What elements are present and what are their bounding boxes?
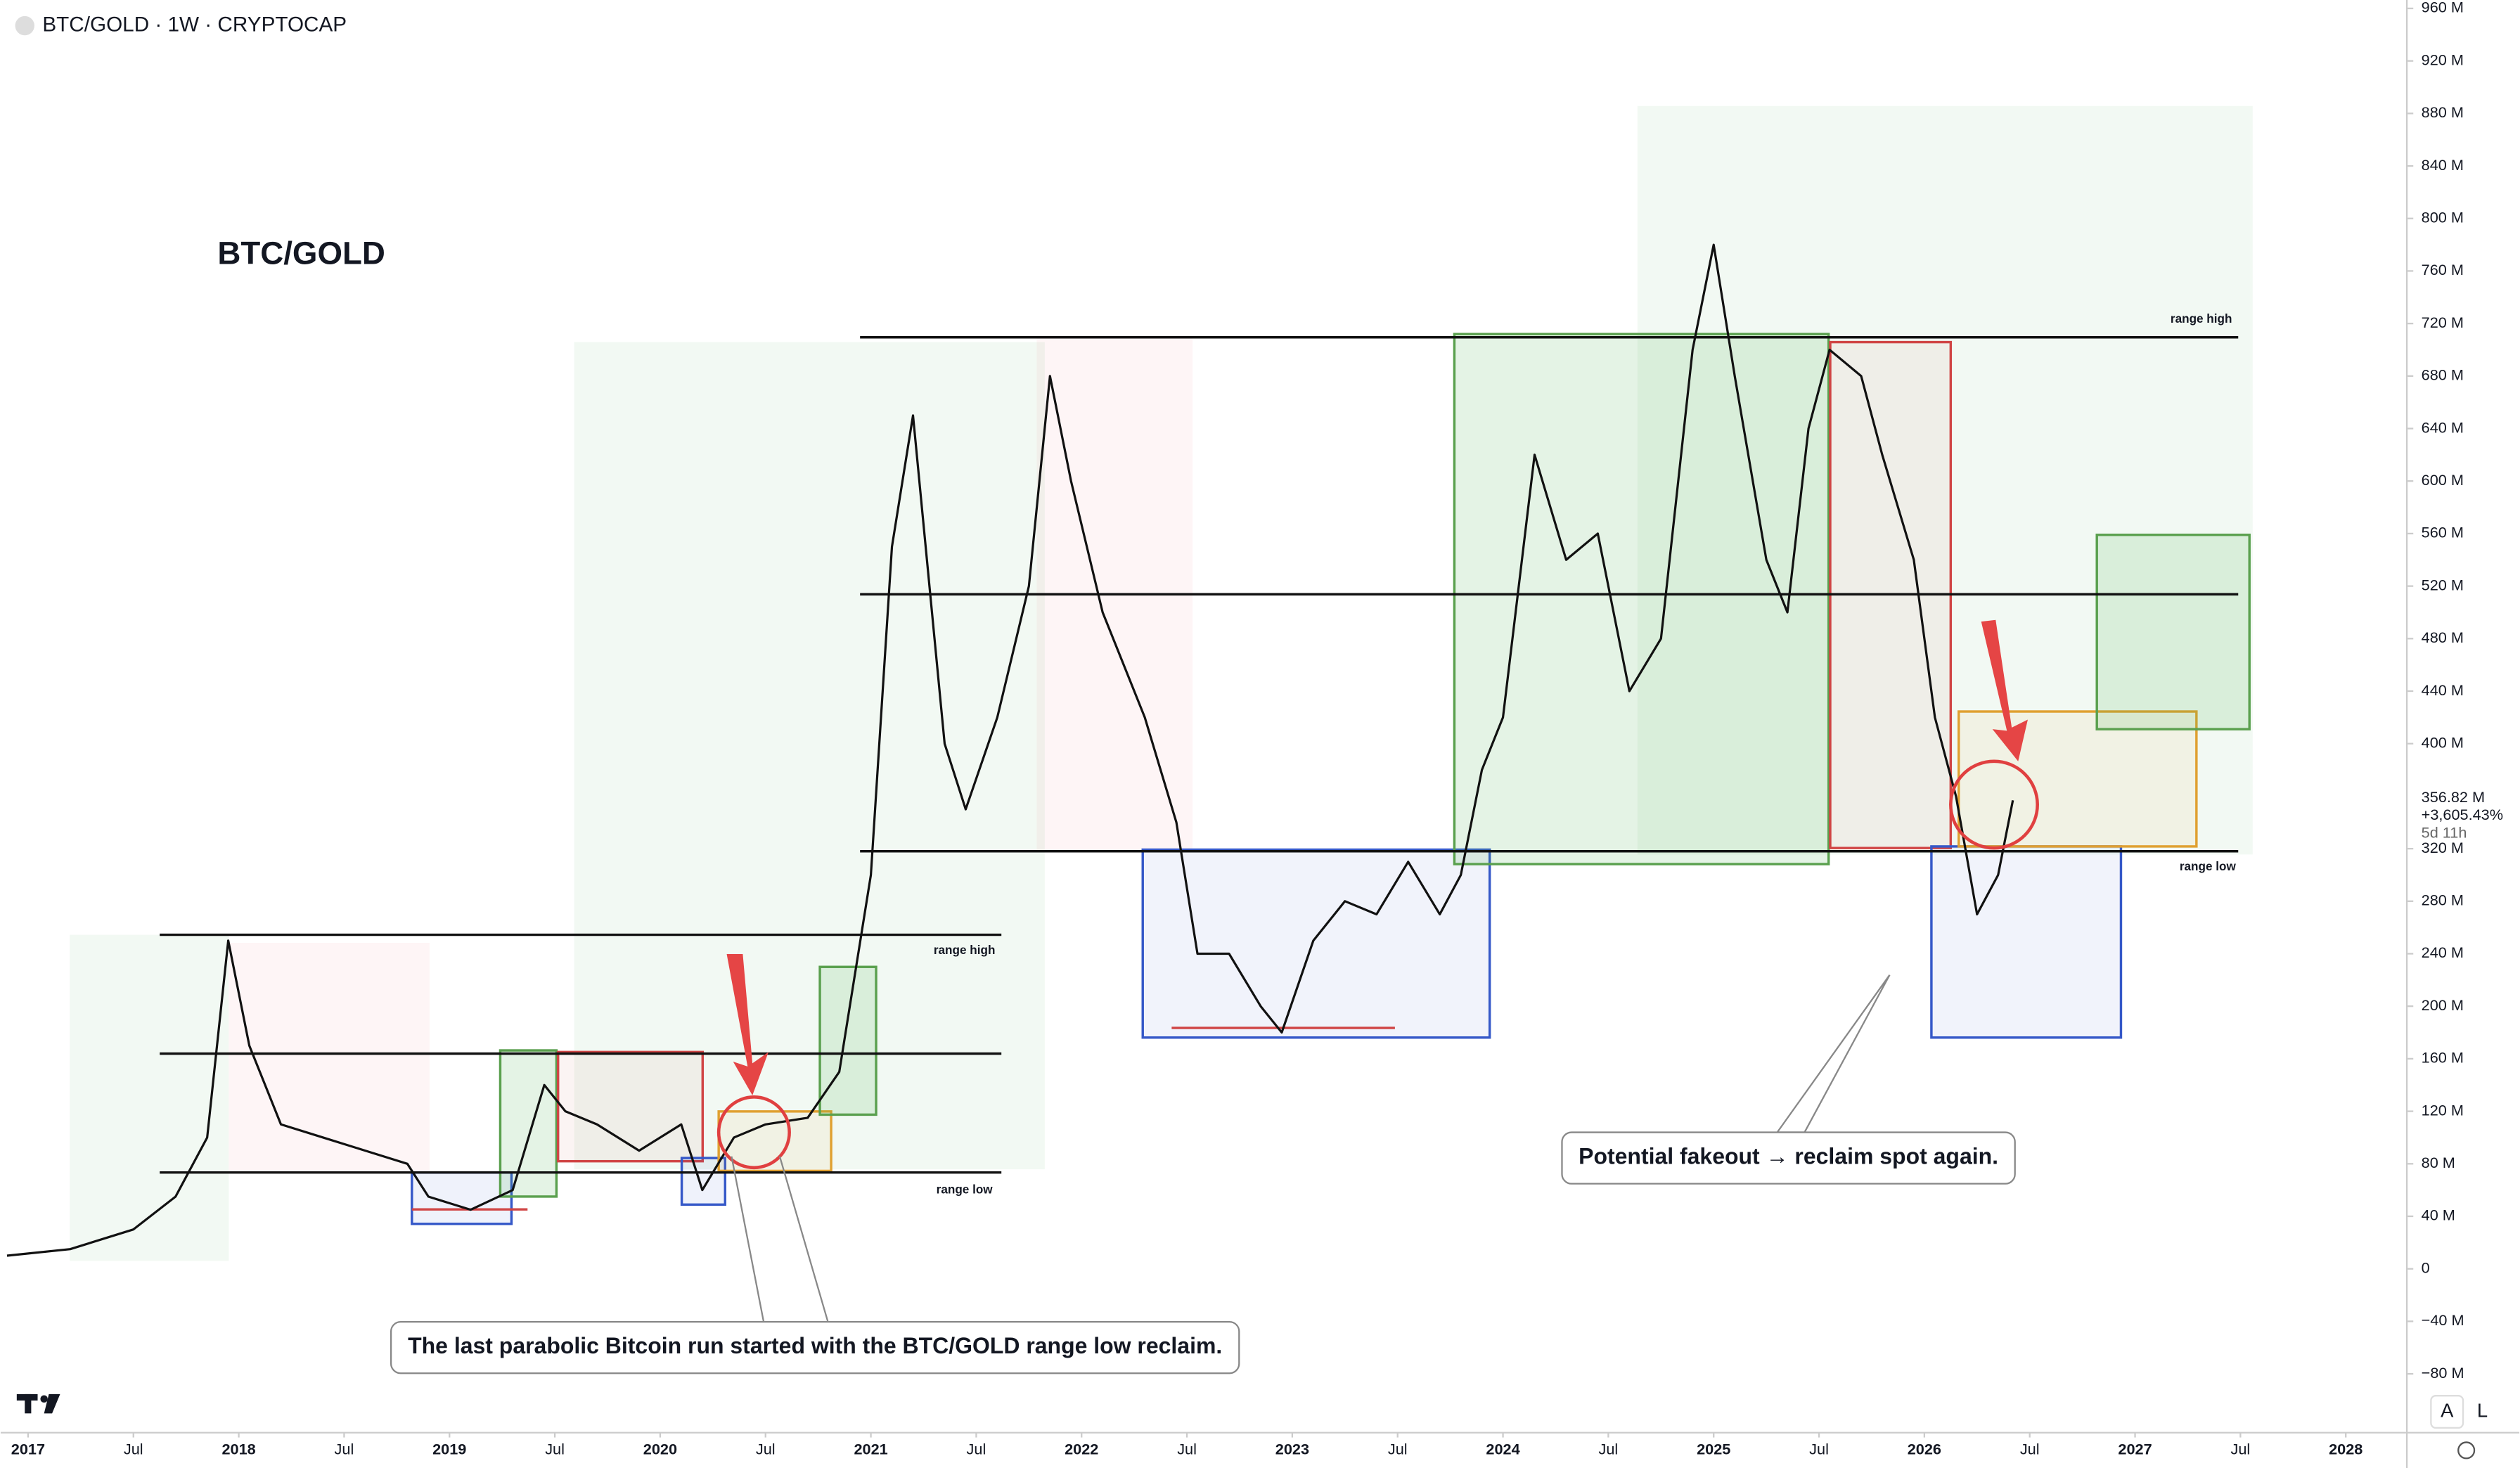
symbol-icon [15,15,34,36]
y-tick-label: 40 M [2422,1206,2455,1224]
x-tick-label: 2026 [1908,1441,1941,1458]
x-tick-label: Jul [124,1441,143,1458]
logo-part [44,1393,60,1414]
y-tick-label: 80 M [2422,1154,2455,1171]
y-tick-label: −40 M [2422,1311,2464,1329]
zone [229,942,430,1173]
y-tick-label: 600 M [2422,471,2464,489]
levels [160,336,2239,1174]
x-tick-label: Jul [1809,1441,1829,1458]
y-tick-label: 880 M [2422,103,2464,121]
y-tick-label: 760 M [2422,261,2464,278]
annotation: The last parabolic Bitcoin run started w… [408,1333,1222,1358]
x-tick-label: Jul [2231,1441,2251,1458]
level-label: range high [934,943,996,957]
y-tick-label: 960 M [2422,0,2464,16]
callout-box [390,1320,1240,1374]
zone [70,934,229,1261]
zone [1930,845,2123,1039]
axes: −80 M −40 M 0 40 M 80 M 120 M 160 M 200 M 240 M 2… [11,0,2464,1458]
tv-logo [16,1393,60,1414]
x-tick-label: 2024 [1486,1441,1519,1458]
y-tick-label: 640 M [2422,418,2464,436]
y-tick-label: 840 M [2422,156,2464,174]
x-tick-label: Jul [1388,1441,1408,1458]
y-tick-label: 0 [2422,1258,2430,1276]
callout-pointer [1775,974,1891,1133]
x-tick-label: 2025 [1697,1441,1730,1458]
zone [818,965,878,1116]
button-label[interactable]: A [2441,1399,2454,1421]
highlight-circle [1949,759,2039,850]
y-tick-label: 160 M [2422,1049,2464,1067]
button-label[interactable]: L [2477,1399,2488,1421]
zone [2095,534,2251,730]
symbol-header: BTC/GOLD · 1W · CRYPTOCAP [42,13,347,36]
y-tick-label: −80 M [2422,1364,2464,1382]
x-tick-label: Jul [756,1441,776,1458]
countdown: 5d 11h [2422,823,2467,841]
zone [1958,710,2198,848]
x-tick-label: Jul [2020,1441,2040,1458]
x-tick-label: 2019 [432,1441,466,1458]
x-tick-label: Jul [1177,1441,1197,1458]
settings-icon[interactable] [2457,1441,2476,1460]
zone [556,1050,705,1163]
x-tick-label: 2020 [643,1441,677,1458]
y-tick-label: 240 M [2422,944,2464,961]
x-tick-label: 2022 [1065,1441,1098,1458]
y-tick-label: 560 M [2422,524,2464,541]
x-tick-label: Jul [335,1441,354,1458]
y-tick-label: 680 M [2422,366,2464,384]
level-label: range high [2171,311,2232,326]
chart-title: BTC/GOLD [217,235,385,271]
x-tick-label: 2027 [2118,1441,2152,1458]
zone [574,342,1045,1170]
y-tick-label: 920 M [2422,51,2464,68]
x-tick-label: Jul [545,1441,565,1458]
callout-pointer [731,1156,830,1323]
zone [1453,333,1830,865]
x-tick-label: 2018 [221,1441,255,1458]
y-tick-label: 720 M [2422,314,2464,331]
y-tick-label: 280 M [2422,891,2464,909]
annotation: Potential fakeout → reclaim spot again. [1579,1144,1998,1169]
arrow [1981,619,2028,761]
x-tick-label: 2023 [1275,1441,1309,1458]
logo-part [25,1393,32,1414]
y-tick-label: 520 M [2422,576,2464,593]
y-tick-label: 400 M [2422,733,2464,751]
callout-box [1561,1131,2016,1185]
x-tick-label: Jul [1599,1441,1619,1458]
y-tick-label: 320 M [2422,839,2464,856]
x-tick-label: 2028 [2329,1441,2362,1458]
y-tick-label: 480 M [2422,629,2464,646]
x-tick-label: 2017 [11,1441,45,1458]
x-tick-label: 2021 [854,1441,887,1458]
button[interactable] [2430,1395,2464,1429]
plot [6,243,2014,1257]
last-price: 356.82 M [2422,788,2485,806]
x-tick-label: Jul [967,1441,986,1458]
level-label: range low [2180,859,2237,873]
y-tick-label: 800 M [2422,208,2464,226]
y-tick-label: 120 M [2422,1101,2464,1119]
y-tick-label: 200 M [2422,996,2464,1014]
level-label: range low [937,1182,994,1196]
zones [70,105,2253,1261]
arrow [726,953,769,1096]
price-line [6,243,2014,1257]
logo-part [40,1395,48,1403]
zone [1141,848,1491,1039]
highlight-circle [716,1095,791,1170]
y-tick-label: 440 M [2422,681,2464,699]
zone [499,1049,558,1198]
change: +3,605.43% [2422,806,2503,823]
